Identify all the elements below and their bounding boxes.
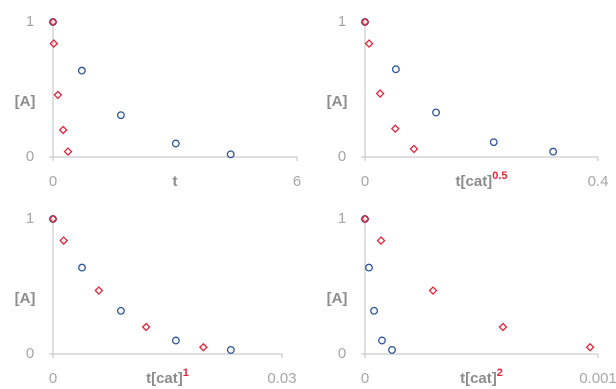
x-axis-title: t [173, 173, 178, 190]
point [198, 342, 208, 352]
point [77, 66, 86, 75]
x-axis-title-text: t[cat] [456, 173, 493, 190]
point [141, 322, 151, 332]
point [226, 346, 235, 354]
point [59, 236, 69, 246]
point [116, 111, 125, 120]
x-tick-label: 6 [293, 173, 301, 190]
point [94, 286, 104, 295]
point [376, 236, 386, 246]
x-axis-title-sup: 0.5 [492, 170, 507, 182]
x-tick-label: 0 [361, 370, 369, 387]
y-tick-label: 0 [26, 345, 34, 362]
point [360, 17, 370, 27]
point [226, 150, 235, 159]
point [48, 17, 58, 27]
y-axis-title: [A] [327, 290, 348, 307]
x-axis-title: t[cat]1 [146, 367, 189, 387]
y-tick-label: 1 [338, 13, 346, 30]
x-axis-title-text: t[cat] [460, 370, 497, 387]
x-tick-label: 0.03 [267, 370, 296, 387]
point [428, 286, 438, 295]
x-axis-title-text: t [173, 173, 178, 190]
y-tick-label: 0 [338, 148, 346, 165]
point [58, 125, 68, 135]
y-tick-label: 1 [26, 210, 34, 227]
point [171, 336, 180, 345]
x-tick-label: 0 [361, 173, 369, 190]
y-axis-title: [A] [327, 93, 348, 110]
x-axis-title-text: t[cat] [146, 370, 183, 387]
point [375, 89, 385, 98]
point [48, 214, 58, 224]
x-tick-label: 0 [49, 370, 57, 387]
point [489, 138, 498, 147]
y-tick-label: 1 [26, 13, 34, 30]
point [585, 342, 595, 352]
y-tick-label: 1 [338, 210, 346, 227]
point [432, 108, 441, 117]
x-axis-title: t[cat]0.5 [456, 170, 508, 190]
x-axis-title: t[cat]2 [460, 367, 503, 387]
point [391, 65, 400, 74]
x-tick-label: 0.001 [579, 370, 616, 387]
point [549, 147, 558, 156]
point [364, 39, 374, 49]
x-axis-title-sup: 1 [183, 367, 189, 379]
point [370, 306, 379, 315]
point [498, 322, 508, 332]
point [360, 214, 370, 224]
x-tick-label: 0 [49, 173, 57, 190]
point [53, 90, 63, 100]
y-tick-label: 0 [26, 148, 34, 165]
x-axis-title-sup: 2 [497, 367, 503, 379]
point [78, 263, 86, 272]
point [49, 39, 59, 49]
point [390, 124, 400, 134]
point [409, 144, 419, 154]
y-tick-label: 0 [338, 345, 346, 362]
point [378, 336, 386, 345]
y-axis-title: [A] [15, 290, 36, 307]
point [365, 263, 373, 272]
x-tick-label: 0.4 [588, 173, 609, 190]
point [116, 306, 125, 315]
point [171, 139, 180, 148]
y-axis-title: [A] [15, 93, 36, 110]
point [388, 346, 396, 354]
point [63, 147, 73, 157]
